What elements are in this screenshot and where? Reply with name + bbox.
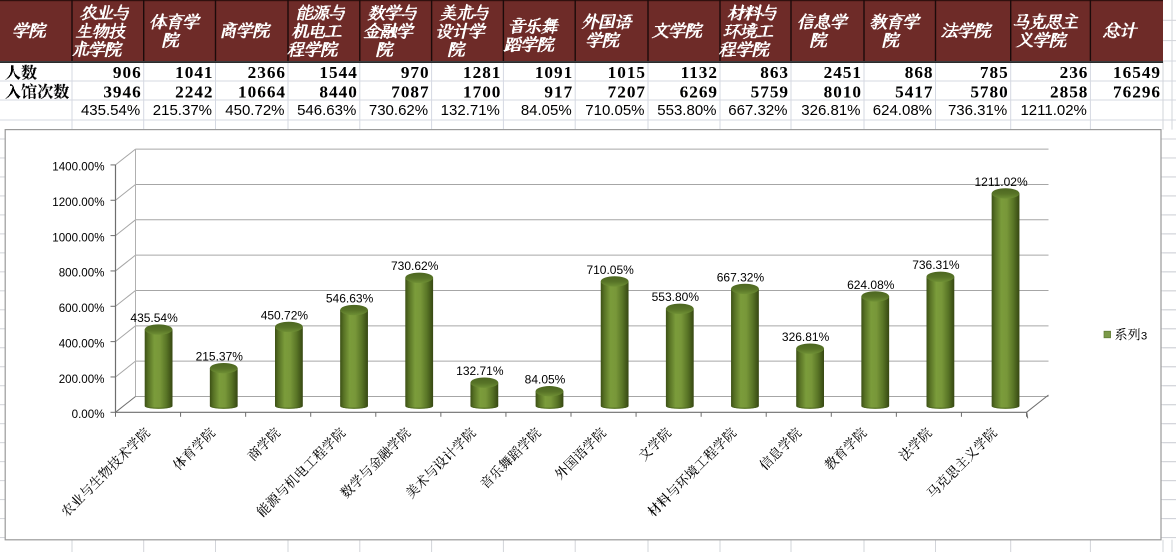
- svg-text:553.80%: 553.80%: [657, 102, 716, 119]
- svg-text:326.81%: 326.81%: [782, 330, 830, 344]
- svg-text:10664: 10664: [238, 82, 286, 101]
- svg-text:1015: 1015: [608, 63, 646, 82]
- svg-text:1211.02%: 1211.02%: [974, 175, 1027, 189]
- svg-text:5759: 5759: [751, 82, 789, 101]
- svg-text:84.05%: 84.05%: [525, 373, 566, 387]
- svg-text:600.00%: 600.00%: [59, 302, 105, 315]
- svg-text:326.81%: 326.81%: [801, 102, 860, 119]
- svg-text:435.54%: 435.54%: [81, 102, 140, 119]
- svg-text:1700: 1700: [463, 82, 501, 101]
- svg-text:450.72%: 450.72%: [225, 102, 284, 119]
- svg-text:6269: 6269: [680, 82, 718, 101]
- svg-text:3946: 3946: [103, 82, 141, 101]
- svg-text:8010: 8010: [824, 82, 862, 101]
- svg-text:736.31%: 736.31%: [948, 102, 1007, 119]
- svg-text:553.80%: 553.80%: [652, 290, 700, 304]
- svg-text:132.71%: 132.71%: [441, 102, 500, 119]
- svg-text:1400.00%: 1400.00%: [52, 161, 104, 174]
- svg-text:800.00%: 800.00%: [59, 267, 105, 280]
- svg-text:667.32%: 667.32%: [728, 102, 787, 119]
- svg-text:710.05%: 710.05%: [586, 263, 634, 277]
- svg-text:236: 236: [1060, 63, 1089, 82]
- svg-text:785: 785: [980, 63, 1009, 82]
- svg-text:2451: 2451: [824, 63, 862, 82]
- svg-text:624.08%: 624.08%: [847, 278, 895, 292]
- svg-text:1091: 1091: [535, 63, 573, 82]
- svg-text:730.62%: 730.62%: [369, 102, 428, 119]
- svg-text:868: 868: [905, 63, 934, 82]
- svg-text:1132: 1132: [681, 63, 718, 82]
- svg-text:5417: 5417: [895, 82, 933, 101]
- svg-text:215.37%: 215.37%: [153, 102, 212, 119]
- svg-text:7087: 7087: [391, 82, 429, 101]
- svg-text:624.08%: 624.08%: [873, 102, 932, 119]
- svg-text:0.00%: 0.00%: [72, 408, 105, 421]
- svg-text:3: 3: [1141, 331, 1147, 343]
- svg-text:667.32%: 667.32%: [717, 270, 765, 284]
- svg-text:863: 863: [760, 63, 789, 82]
- svg-text:970: 970: [401, 63, 430, 82]
- svg-text:400.00%: 400.00%: [59, 337, 105, 350]
- svg-text:76296: 76296: [1113, 82, 1161, 101]
- svg-text:730.62%: 730.62%: [391, 259, 439, 273]
- svg-text:546.63%: 546.63%: [297, 102, 356, 119]
- svg-text:16549: 16549: [1113, 63, 1161, 82]
- svg-text:8440: 8440: [319, 82, 357, 101]
- svg-text:1544: 1544: [319, 63, 357, 82]
- svg-text:546.63%: 546.63%: [326, 291, 374, 305]
- svg-text:710.05%: 710.05%: [585, 102, 644, 119]
- svg-text:2242: 2242: [175, 82, 213, 101]
- svg-text:450.72%: 450.72%: [261, 308, 309, 322]
- svg-text:435.54%: 435.54%: [130, 311, 178, 325]
- svg-text:200.00%: 200.00%: [59, 373, 105, 386]
- svg-text:917: 917: [544, 82, 573, 101]
- svg-text:1281: 1281: [463, 63, 501, 82]
- svg-text:215.37%: 215.37%: [196, 350, 244, 364]
- svg-text:1000.00%: 1000.00%: [52, 231, 104, 244]
- svg-text:736.31%: 736.31%: [912, 258, 960, 272]
- svg-text:84.05%: 84.05%: [521, 102, 572, 119]
- svg-text:5780: 5780: [970, 82, 1008, 101]
- svg-text:1200.00%: 1200.00%: [52, 196, 104, 209]
- svg-text:906: 906: [113, 63, 142, 82]
- svg-text:7207: 7207: [608, 82, 646, 101]
- svg-text:132.71%: 132.71%: [456, 364, 504, 378]
- svg-text:2858: 2858: [1050, 82, 1088, 101]
- svg-text:1041: 1041: [175, 63, 213, 82]
- svg-text:2366: 2366: [248, 63, 286, 82]
- svg-text:1211.02%: 1211.02%: [1020, 102, 1086, 119]
